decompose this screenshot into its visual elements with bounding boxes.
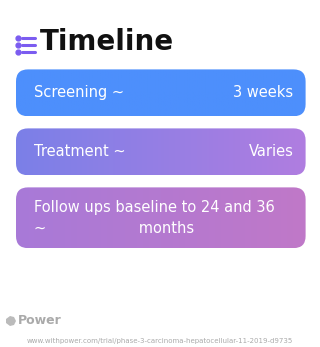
- Text: www.withpower.com/trial/phase-3-carcinoma-hepatocellular-11-2019-d9735: www.withpower.com/trial/phase-3-carcinom…: [27, 339, 293, 345]
- Text: Power: Power: [18, 314, 62, 328]
- Text: Varies: Varies: [249, 144, 294, 159]
- FancyBboxPatch shape: [16, 69, 306, 116]
- Text: Screening ~: Screening ~: [34, 85, 124, 100]
- FancyBboxPatch shape: [16, 187, 306, 248]
- Text: Timeline: Timeline: [40, 28, 174, 56]
- Text: Follow ups baseline to 24 and 36
~                    months: Follow ups baseline to 24 and 36 ~ month…: [34, 200, 275, 236]
- Text: 3 weeks: 3 weeks: [234, 85, 294, 100]
- Text: Treatment ~: Treatment ~: [34, 144, 126, 159]
- Polygon shape: [6, 316, 16, 326]
- FancyBboxPatch shape: [16, 128, 306, 175]
